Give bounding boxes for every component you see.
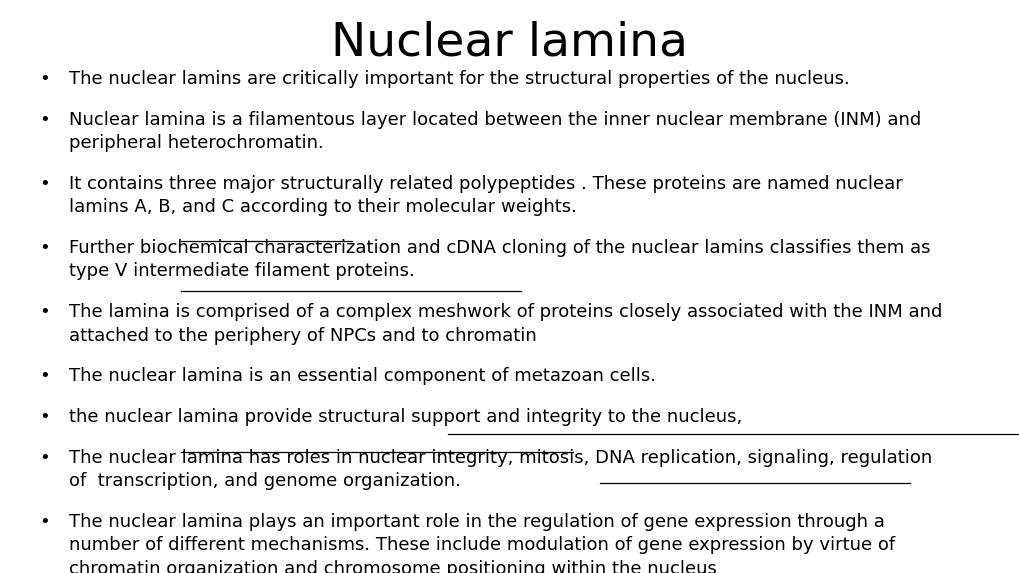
Text: •: •: [39, 239, 50, 257]
Text: lamins A, B, and C according to their molecular weights.: lamins A, B, and C according to their mo…: [69, 198, 577, 216]
Text: of  transcription, and genome organization.: of transcription, and genome organizatio…: [69, 472, 461, 490]
Text: number of different mechanisms. These include modulation of gene expression by v: number of different mechanisms. These in…: [69, 536, 895, 554]
Text: •: •: [39, 175, 50, 193]
Text: The nuclear lamina plays an important role in the regulation of gene expression : The nuclear lamina plays an important ro…: [69, 513, 884, 531]
Text: type V intermediate filament proteins.: type V intermediate filament proteins.: [69, 262, 415, 280]
Text: attached to the periphery of NPCs and to chromatin: attached to the periphery of NPCs and to…: [69, 327, 537, 344]
Text: •: •: [39, 449, 50, 466]
Text: Further biochemical characterization and cDNA cloning of the nuclear lamins clas: Further biochemical characterization and…: [69, 239, 930, 257]
Text: •: •: [39, 70, 50, 88]
Text: Nuclear lamina is a filamentous layer located between the inner nuclear membrane: Nuclear lamina is a filamentous layer lo…: [69, 111, 921, 128]
Text: •: •: [39, 303, 50, 321]
Text: •: •: [39, 513, 50, 531]
Text: •: •: [39, 367, 50, 385]
Text: chromatin organization and chromosome positioning within the nucleus: chromatin organization and chromosome po…: [69, 560, 716, 573]
Text: •: •: [39, 111, 50, 128]
Text: peripheral heterochromatin.: peripheral heterochromatin.: [69, 134, 324, 152]
Text: •: •: [39, 408, 50, 426]
Text: The lamina is comprised of a complex meshwork of proteins closely associated wit: The lamina is comprised of a complex mes…: [69, 303, 942, 321]
Text: The nuclear lamina is an essential component of metazoan cells.: The nuclear lamina is an essential compo…: [69, 367, 655, 385]
Text: The nuclear lamina has roles in nuclear integrity, mitosis, DNA replication, sig: The nuclear lamina has roles in nuclear …: [69, 449, 931, 466]
Text: The nuclear lamins are critically important for the structural properties of the: The nuclear lamins are critically import…: [69, 70, 849, 88]
Text: Nuclear lamina: Nuclear lamina: [331, 20, 688, 65]
Text: the nuclear lamina provide structural support and integrity to the nucleus,: the nuclear lamina provide structural su…: [69, 408, 742, 426]
Text: It contains three major structurally related polypeptides . These proteins are n: It contains three major structurally rel…: [69, 175, 902, 193]
